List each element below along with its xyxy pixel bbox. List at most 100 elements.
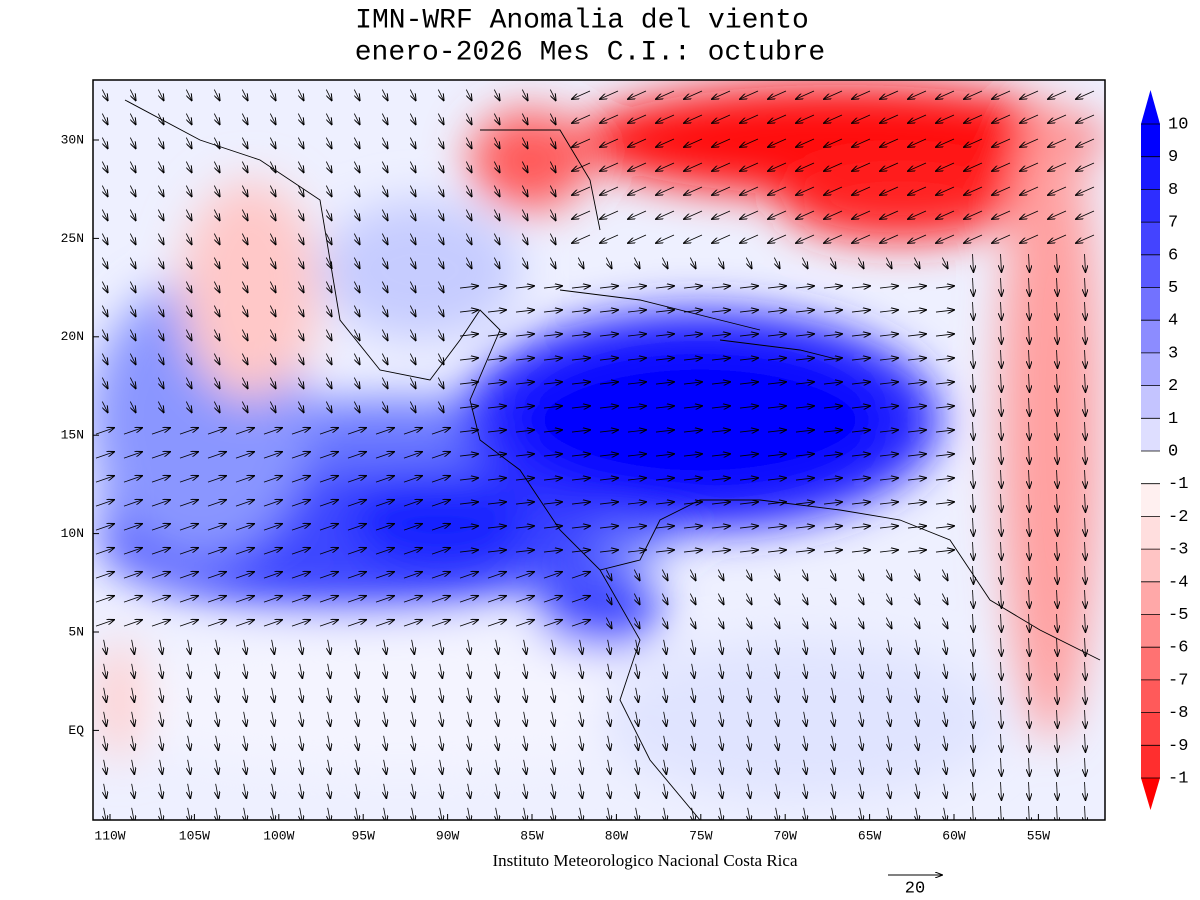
wind-vector bbox=[740, 114, 759, 123]
wind-vector bbox=[823, 502, 842, 504]
wind-vector bbox=[776, 759, 779, 774]
wind-vector bbox=[487, 572, 506, 579]
wind-vector bbox=[410, 113, 415, 125]
wind-vector bbox=[186, 185, 191, 197]
wind-vector bbox=[384, 711, 387, 726]
wind-vector bbox=[746, 617, 751, 629]
wind-vector bbox=[438, 377, 443, 389]
wind-vector bbox=[804, 735, 807, 750]
wind-vector bbox=[795, 382, 814, 384]
wind-vector bbox=[1001, 589, 1002, 608]
wind-vector bbox=[888, 735, 891, 750]
wind-vector bbox=[973, 253, 974, 272]
wind-vector bbox=[571, 572, 590, 579]
wind-vector bbox=[711, 454, 730, 456]
wind-vector bbox=[552, 759, 555, 774]
wind-vector bbox=[375, 548, 394, 555]
wind-vector bbox=[494, 89, 499, 101]
wind-vector bbox=[123, 572, 142, 579]
wind-vector bbox=[636, 759, 639, 774]
wind-vector bbox=[1057, 637, 1058, 656]
wind-vector bbox=[711, 310, 730, 312]
wind-vector bbox=[216, 711, 219, 726]
wind-vector bbox=[690, 569, 695, 581]
wind-vector bbox=[354, 89, 359, 101]
colorbar-segment bbox=[1141, 320, 1160, 353]
wind-vector bbox=[1029, 565, 1030, 584]
wind-vector bbox=[552, 687, 555, 702]
wind-vector bbox=[608, 735, 611, 750]
wind-vector bbox=[494, 233, 499, 245]
wind-vector bbox=[914, 257, 919, 269]
wind-vector bbox=[662, 593, 667, 605]
wind-vector bbox=[851, 550, 870, 552]
wind-vector bbox=[130, 377, 135, 389]
lon-label: 85W bbox=[520, 828, 544, 843]
wind-vector bbox=[748, 711, 751, 726]
wind-vector bbox=[300, 735, 303, 750]
wind-vector bbox=[944, 639, 947, 654]
wind-vector bbox=[496, 687, 499, 702]
wind-vector bbox=[468, 783, 471, 798]
wind-vector bbox=[662, 617, 667, 629]
wind-vector bbox=[1057, 277, 1058, 296]
wind-vector bbox=[459, 334, 478, 336]
wind-vector bbox=[375, 524, 394, 531]
wind-vector bbox=[832, 735, 835, 750]
wind-vector bbox=[244, 639, 247, 654]
wind-vector bbox=[263, 500, 282, 507]
colorbar-label: -9 bbox=[1168, 737, 1188, 756]
wind-vector bbox=[1029, 637, 1030, 656]
wind-vector bbox=[973, 805, 974, 820]
wind-vector bbox=[235, 596, 254, 603]
wind-vector bbox=[158, 353, 163, 365]
wind-vector bbox=[354, 281, 359, 293]
wind-vector bbox=[494, 209, 499, 221]
wind-vector bbox=[375, 428, 394, 435]
wind-vector bbox=[158, 329, 163, 341]
wind-vector bbox=[888, 687, 891, 702]
wind-vector bbox=[515, 382, 534, 384]
anomaly-field bbox=[93, 80, 1105, 820]
wind-vector bbox=[627, 382, 646, 384]
wind-vector bbox=[802, 257, 807, 269]
wind-vector bbox=[431, 548, 450, 555]
wind-vector bbox=[522, 233, 527, 245]
wind-vector bbox=[1057, 349, 1058, 368]
wind-vector bbox=[1001, 685, 1002, 704]
wind-vector bbox=[1057, 589, 1058, 608]
wind-vector bbox=[272, 759, 275, 774]
wind-vector bbox=[102, 329, 107, 341]
wind-vector bbox=[326, 257, 331, 269]
wind-vector bbox=[235, 452, 254, 459]
wind-vector bbox=[1048, 138, 1067, 147]
wind-vector bbox=[935, 502, 954, 504]
wind-vector bbox=[880, 90, 899, 99]
wind-vector bbox=[298, 377, 303, 389]
wind-vector bbox=[712, 210, 731, 219]
wind-vector bbox=[459, 572, 478, 579]
wind-vector bbox=[600, 138, 619, 147]
wind-vector bbox=[580, 759, 583, 774]
wind-vector bbox=[487, 454, 506, 456]
wind-vector bbox=[130, 161, 135, 173]
wind-vector bbox=[832, 663, 835, 678]
wind-vector bbox=[852, 234, 871, 243]
wind-vector bbox=[515, 406, 534, 408]
wind-vector bbox=[767, 454, 786, 456]
wind-vector bbox=[664, 783, 667, 798]
wind-vector bbox=[552, 735, 555, 750]
wind-vector bbox=[1001, 541, 1002, 560]
wind-vector bbox=[347, 452, 366, 459]
wind-vector bbox=[270, 401, 275, 413]
wind-vector bbox=[1001, 565, 1002, 584]
wind-vector bbox=[767, 430, 786, 432]
wind-vector bbox=[382, 281, 387, 293]
wind-vector bbox=[851, 502, 870, 504]
wind-vector bbox=[1057, 613, 1058, 632]
wind-vector bbox=[795, 430, 814, 432]
wind-vector bbox=[851, 454, 870, 456]
wind-vector bbox=[459, 502, 478, 504]
wind-vector bbox=[571, 596, 590, 603]
wind-vector bbox=[684, 210, 703, 219]
